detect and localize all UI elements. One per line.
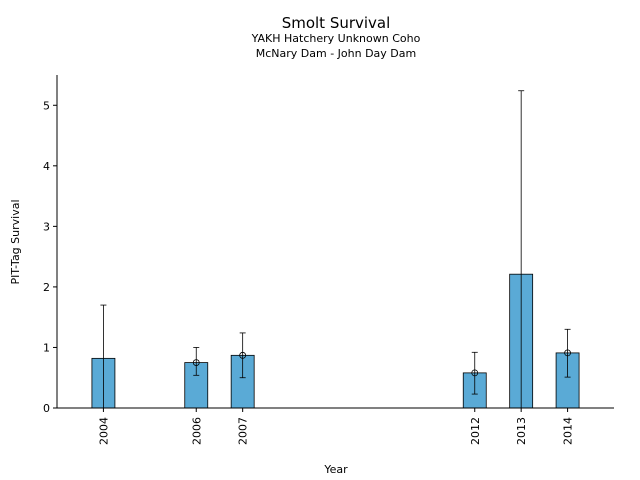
- y-tick-label: 1: [43, 341, 50, 354]
- chart-title: Smolt Survival: [282, 14, 391, 32]
- x-tick-label: 2013: [515, 417, 528, 445]
- y-axis-label: PIT-Tag Survival: [9, 199, 22, 284]
- point-marker-2012: [471, 369, 479, 377]
- x-tick-label: 2012: [469, 417, 482, 445]
- chart-subtitle-line-1: YAKH Hatchery Unknown Coho: [251, 32, 421, 45]
- chart-subtitle-line-2: McNary Dam - John Day Dam: [256, 47, 416, 60]
- x-tick-label: 2006: [190, 417, 203, 445]
- point-marker-2007: [239, 351, 247, 359]
- x-tick-label: 2004: [97, 417, 110, 445]
- x-axis-label: Year: [323, 463, 348, 476]
- y-tick-label: 4: [43, 160, 50, 173]
- x-tick-label: 2014: [562, 417, 575, 445]
- y-tick-label: 3: [43, 220, 50, 233]
- x-tick-label: 2007: [237, 417, 250, 445]
- point-marker-2014: [564, 349, 571, 357]
- plot-area: 0 1 2 3 4 5 2004 2006 2007 2012 2013 2014: [43, 90, 580, 445]
- y-tick-label: 5: [43, 99, 50, 112]
- y-tick-label: 0: [43, 402, 50, 415]
- y-tick-label: 2: [43, 281, 50, 294]
- point-marker-2006: [192, 359, 200, 366]
